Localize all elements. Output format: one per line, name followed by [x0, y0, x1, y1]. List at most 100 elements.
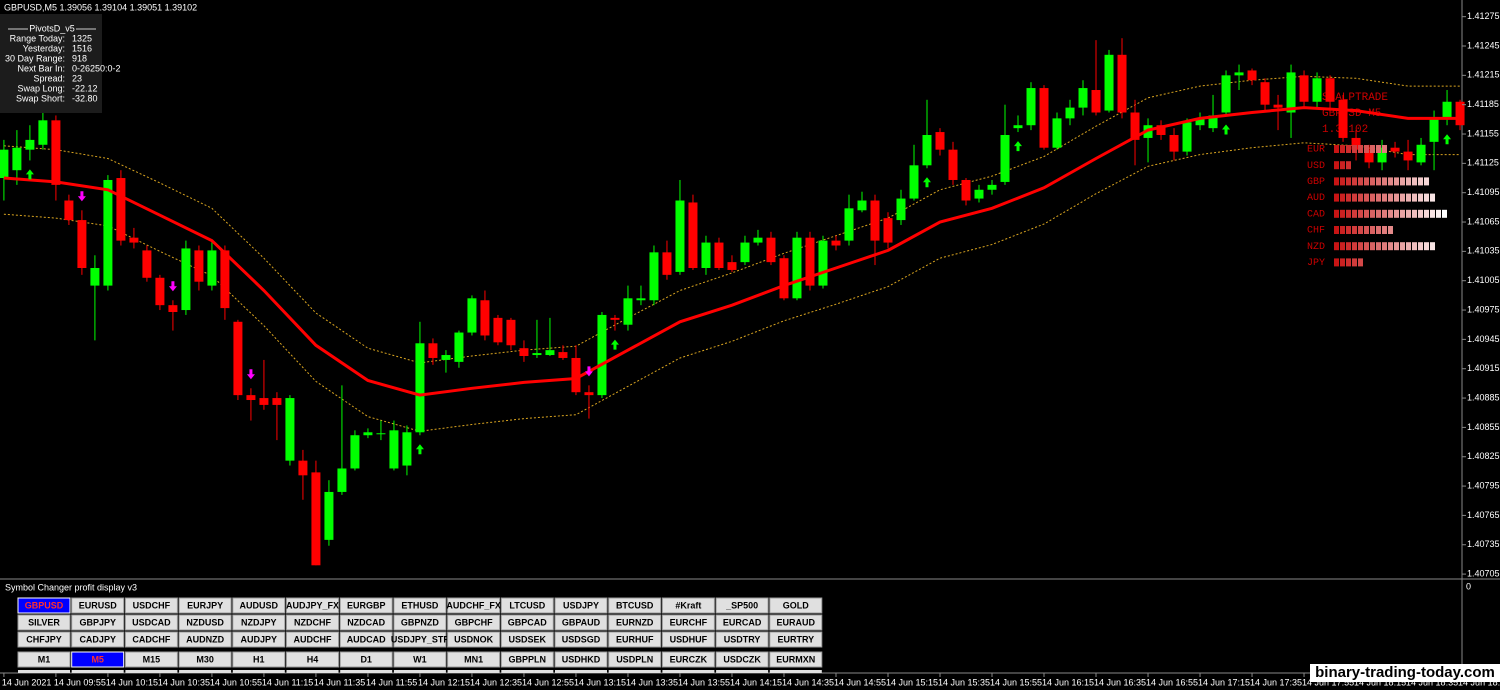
- symbol-button-label[interactable]: USDHUF: [670, 634, 708, 644]
- symbol-button[interactable]: [661, 597, 715, 614]
- symbol-button-label[interactable]: H4: [307, 654, 319, 664]
- symbol-button-label[interactable]: USDJPY: [563, 600, 599, 610]
- symbol-button-label[interactable]: AUDNZD: [186, 634, 224, 644]
- symbol-button[interactable]: [608, 614, 662, 631]
- symbol-button-label[interactable]: USDNOK: [454, 634, 494, 644]
- symbol-button-label[interactable]: EURJPY: [187, 600, 223, 610]
- symbol-button-label[interactable]: CADCHF: [132, 634, 170, 644]
- symbol-button[interactable]: [769, 651, 823, 668]
- symbol-button-label[interactable]: GBPNZD: [401, 617, 440, 627]
- symbol-button-label[interactable]: M15: [143, 654, 161, 664]
- symbol-button-label[interactable]: ETHUSD: [401, 600, 439, 610]
- symbol-button-label[interactable]: GBPCHF: [455, 617, 494, 627]
- symbol-button-label[interactable]: USDHKD: [562, 654, 601, 664]
- symbol-button[interactable]: [286, 670, 339, 673]
- symbol-button[interactable]: [71, 631, 125, 648]
- symbol-button[interactable]: [71, 614, 125, 631]
- symbol-button[interactable]: [339, 651, 393, 668]
- symbol-button[interactable]: [715, 597, 769, 614]
- symbol-button[interactable]: [232, 670, 285, 673]
- symbol-button[interactable]: [393, 651, 447, 668]
- symbol-button[interactable]: [769, 670, 822, 673]
- symbol-button-label[interactable]: SILVER: [28, 617, 60, 627]
- symbol-button[interactable]: [500, 651, 554, 668]
- symbol-button[interactable]: [393, 670, 446, 673]
- symbol-button[interactable]: [554, 597, 608, 614]
- symbol-button-label[interactable]: GBPCAD: [508, 617, 548, 627]
- symbol-button-label[interactable]: AUDCAD: [347, 634, 386, 644]
- symbol-button[interactable]: [500, 614, 554, 631]
- symbol-button[interactable]: [447, 651, 501, 668]
- symbol-button-label[interactable]: NZDCAD: [347, 617, 385, 627]
- symbol-button-label[interactable]: AUDCHF_FX: [446, 600, 501, 610]
- symbol-button-label[interactable]: AUDJPY_FX: [286, 600, 339, 610]
- symbol-button-label[interactable]: USDSEK: [509, 634, 547, 644]
- symbol-button-label[interactable]: EURGBP: [347, 600, 386, 610]
- symbol-button[interactable]: [124, 651, 178, 668]
- symbol-button[interactable]: [608, 631, 662, 648]
- symbol-button-label[interactable]: EURCHF: [670, 617, 708, 627]
- symbol-button[interactable]: [716, 670, 769, 673]
- symbol-button[interactable]: [393, 597, 447, 614]
- symbol-button[interactable]: [71, 670, 124, 673]
- symbol-button[interactable]: [178, 597, 232, 614]
- symbol-button-label[interactable]: EURTRY: [777, 634, 814, 644]
- symbol-button[interactable]: [17, 631, 71, 648]
- symbol-button[interactable]: [124, 631, 178, 648]
- symbol-button[interactable]: [661, 651, 715, 668]
- symbol-button[interactable]: [125, 670, 178, 673]
- symbol-button-label[interactable]: D1: [360, 654, 372, 664]
- symbol-button-label[interactable]: GBPPLN: [509, 654, 547, 664]
- symbol-button-label[interactable]: NZDJPY: [241, 617, 277, 627]
- symbol-button[interactable]: [286, 631, 339, 648]
- symbol-button-label[interactable]: EURHUF: [616, 634, 654, 644]
- symbol-button[interactable]: [71, 597, 125, 614]
- symbol-button-label[interactable]: GBPUSD: [25, 600, 64, 610]
- symbol-button-label[interactable]: USDJPY_STF: [391, 634, 450, 644]
- symbol-button[interactable]: [662, 670, 715, 673]
- symbol-button-label[interactable]: AUDJPY: [241, 634, 278, 644]
- symbol-button-label[interactable]: USDCZK: [723, 654, 761, 664]
- symbol-button-label[interactable]: EURUSD: [79, 600, 118, 610]
- symbol-button[interactable]: [393, 614, 447, 631]
- symbol-button-label[interactable]: EURCZK: [670, 654, 708, 664]
- symbol-button[interactable]: [232, 631, 286, 648]
- symbol-button[interactable]: [17, 614, 71, 631]
- symbol-button[interactable]: [608, 670, 661, 673]
- symbol-button[interactable]: [340, 670, 393, 673]
- symbol-button[interactable]: [286, 651, 339, 668]
- symbol-button-label[interactable]: GOLD: [783, 600, 809, 610]
- symbol-button[interactable]: [500, 597, 554, 614]
- symbol-button[interactable]: [339, 614, 393, 631]
- symbol-button-label[interactable]: GBPAUD: [562, 617, 601, 627]
- symbol-button[interactable]: [501, 670, 554, 673]
- symbol-button-label[interactable]: W1: [413, 654, 427, 664]
- symbol-button[interactable]: [500, 631, 554, 648]
- symbol-button[interactable]: [715, 631, 769, 648]
- symbol-button-label[interactable]: CHFJPY: [26, 634, 62, 644]
- symbol-button[interactable]: [608, 651, 662, 668]
- symbol-button[interactable]: [286, 597, 339, 614]
- symbol-button-label[interactable]: USDTRY: [724, 634, 761, 644]
- symbol-button-label[interactable]: CADJPY: [79, 634, 116, 644]
- symbol-button-label[interactable]: USDCAD: [132, 617, 171, 627]
- symbol-button[interactable]: [608, 597, 662, 614]
- symbol-button[interactable]: [232, 597, 286, 614]
- symbol-button-label[interactable]: GBPJPY: [79, 617, 116, 627]
- symbol-button-label[interactable]: AUDUSD: [240, 600, 279, 610]
- symbol-button[interactable]: [339, 631, 393, 648]
- symbol-button-label[interactable]: EURMXN: [776, 654, 815, 664]
- symbol-button[interactable]: [661, 614, 715, 631]
- symbol-button-label[interactable]: H1: [253, 654, 265, 664]
- symbol-button-label[interactable]: M30: [196, 654, 214, 664]
- symbol-button[interactable]: [18, 670, 70, 673]
- symbol-button[interactable]: [715, 614, 769, 631]
- symbol-button-label[interactable]: USDCHF: [133, 600, 171, 610]
- symbol-button[interactable]: [232, 651, 286, 668]
- symbol-button-label[interactable]: USDPLN: [616, 654, 653, 664]
- symbol-button[interactable]: [339, 597, 393, 614]
- symbol-button[interactable]: [447, 597, 501, 614]
- symbol-button-label[interactable]: NZDCHF: [294, 617, 331, 627]
- symbol-button[interactable]: [232, 614, 286, 631]
- symbol-button-label[interactable]: EURCAD: [723, 617, 762, 627]
